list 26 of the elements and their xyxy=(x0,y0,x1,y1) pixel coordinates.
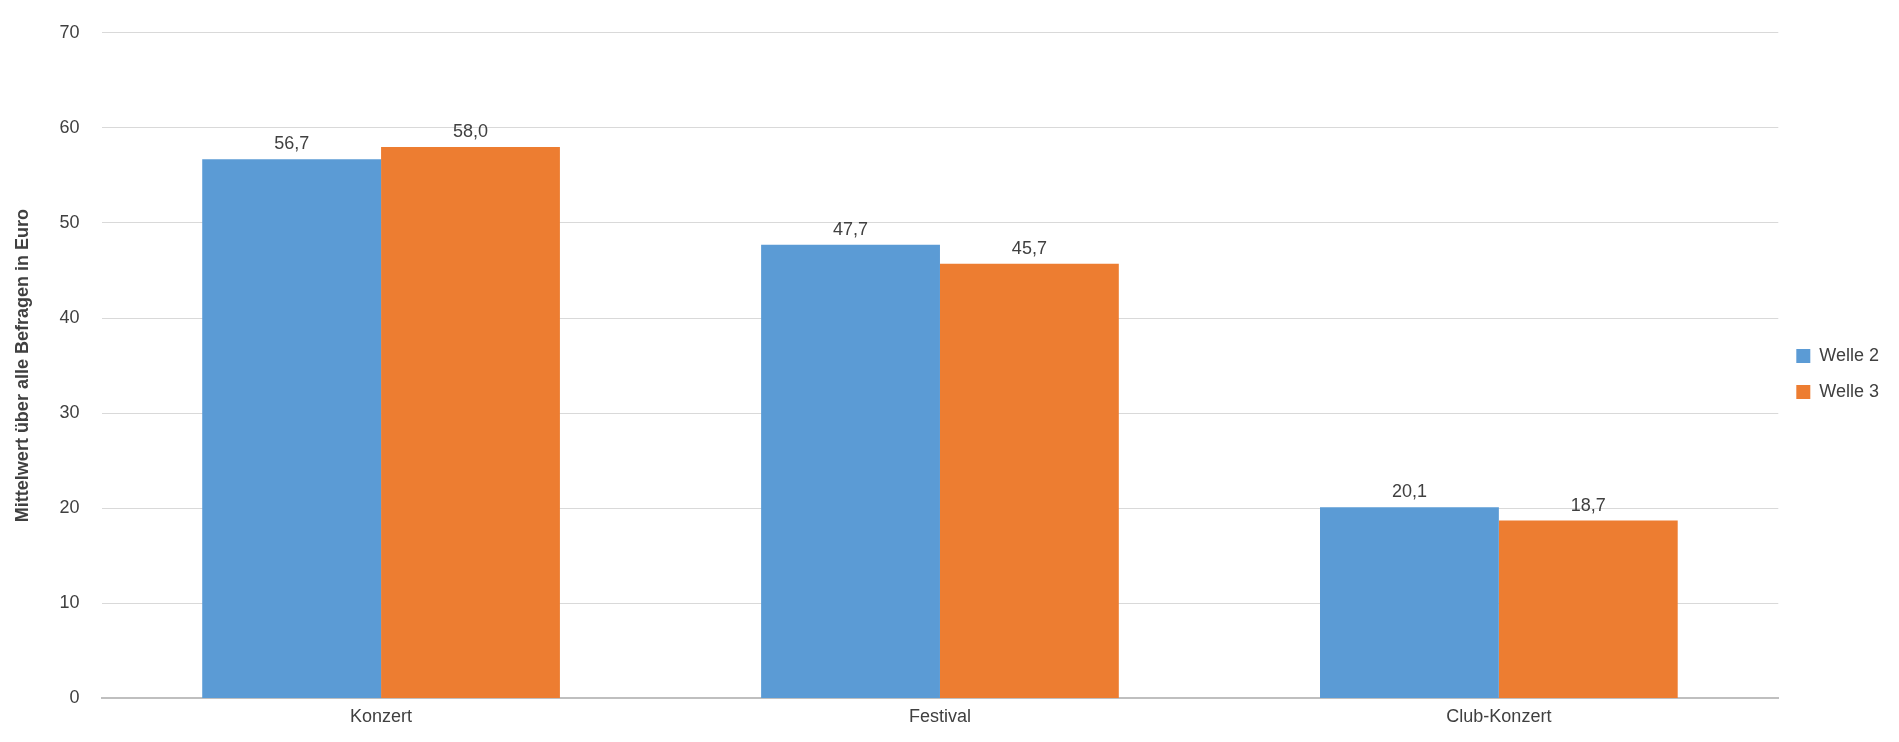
legend-label: Welle 3 xyxy=(1819,380,1880,401)
bar xyxy=(202,159,382,698)
y-tick-label: 0 xyxy=(69,687,80,708)
y-tick-label: 50 xyxy=(59,211,80,232)
y-axis-title: Mittelwert über alle Befragen in Euro xyxy=(11,209,32,523)
x-tick-label: Festival xyxy=(908,706,971,727)
y-tick-label: 70 xyxy=(59,21,80,42)
bar xyxy=(761,244,940,698)
y-tick-label: 20 xyxy=(59,497,80,518)
data-label: 47,7 xyxy=(833,218,869,239)
legend-label: Welle 2 xyxy=(1819,344,1880,365)
x-tick-label: Konzert xyxy=(350,706,413,727)
y-tick-label: 30 xyxy=(59,402,80,423)
bar xyxy=(939,263,1119,698)
data-label: 18,7 xyxy=(1570,494,1606,515)
data-label: 58,0 xyxy=(452,120,489,141)
x-tick-label: Club-Konzert xyxy=(1446,706,1552,727)
y-tick-label: 60 xyxy=(59,116,80,137)
data-label: 56,7 xyxy=(274,133,310,154)
data-label: 20,1 xyxy=(1391,481,1427,502)
y-tick-label: 10 xyxy=(59,592,80,613)
data-label: 45,7 xyxy=(1011,237,1047,258)
y-tick-label: 40 xyxy=(59,307,80,328)
bar xyxy=(1320,507,1499,698)
bar xyxy=(381,146,560,698)
bar xyxy=(1498,520,1678,698)
